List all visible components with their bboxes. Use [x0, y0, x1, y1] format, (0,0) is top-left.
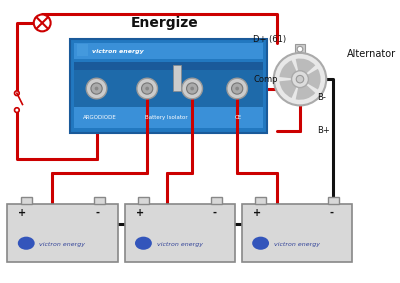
Text: B-: B- [317, 93, 326, 102]
Bar [74, 107, 264, 128]
Text: +: + [18, 208, 26, 218]
Ellipse shape [252, 237, 269, 250]
Bar [74, 62, 264, 70]
Circle shape [91, 83, 102, 94]
Wedge shape [280, 60, 300, 79]
Text: +: + [253, 208, 261, 218]
Text: victron energy: victron energy [274, 242, 320, 247]
Bar [328, 197, 339, 204]
Text: -: - [330, 208, 334, 218]
Text: victron energy: victron energy [39, 242, 85, 247]
Text: Battery Isolator: Battery Isolator [145, 115, 188, 120]
Bar [74, 43, 264, 59]
Bar [211, 197, 222, 204]
Text: victron energy: victron energy [156, 242, 202, 247]
Text: B+: B+ [317, 126, 330, 135]
Text: Energize: Energize [131, 16, 199, 30]
Circle shape [137, 78, 158, 99]
Text: -: - [96, 208, 100, 218]
Circle shape [190, 87, 194, 90]
Wedge shape [300, 69, 321, 89]
Bar [70, 39, 267, 133]
Bar [8, 204, 118, 262]
Bar [74, 70, 264, 107]
Ellipse shape [135, 237, 152, 250]
Circle shape [232, 83, 243, 94]
Circle shape [292, 71, 308, 88]
Wedge shape [280, 79, 300, 98]
Circle shape [297, 46, 303, 52]
Bar [21, 197, 32, 204]
Text: CE: CE [234, 115, 242, 120]
Wedge shape [296, 79, 315, 100]
Text: D+ (61): D+ (61) [253, 35, 286, 44]
Bar [174, 65, 181, 91]
Text: ARGODIODE: ARGODIODE [84, 115, 117, 120]
Bar [255, 197, 266, 204]
Circle shape [296, 75, 304, 83]
Circle shape [182, 78, 202, 99]
Circle shape [145, 87, 149, 90]
Circle shape [95, 87, 98, 90]
Text: Alternator: Alternator [347, 49, 396, 59]
Bar [242, 204, 352, 262]
Text: Comp: Comp [253, 75, 278, 84]
Text: -: - [213, 208, 217, 218]
Circle shape [14, 108, 19, 112]
Circle shape [86, 78, 107, 99]
Circle shape [227, 78, 248, 99]
Bar [77, 44, 88, 56]
Circle shape [274, 53, 326, 105]
Bar [295, 44, 305, 54]
Circle shape [34, 14, 51, 31]
Bar [94, 197, 105, 204]
Wedge shape [296, 59, 315, 79]
Text: victron energy: victron energy [92, 49, 144, 53]
Bar [125, 204, 235, 262]
Circle shape [235, 87, 239, 90]
Circle shape [14, 91, 19, 96]
Ellipse shape [18, 237, 35, 250]
Circle shape [186, 83, 198, 94]
Circle shape [142, 83, 153, 94]
Bar [138, 197, 149, 204]
Text: +: + [136, 208, 144, 218]
